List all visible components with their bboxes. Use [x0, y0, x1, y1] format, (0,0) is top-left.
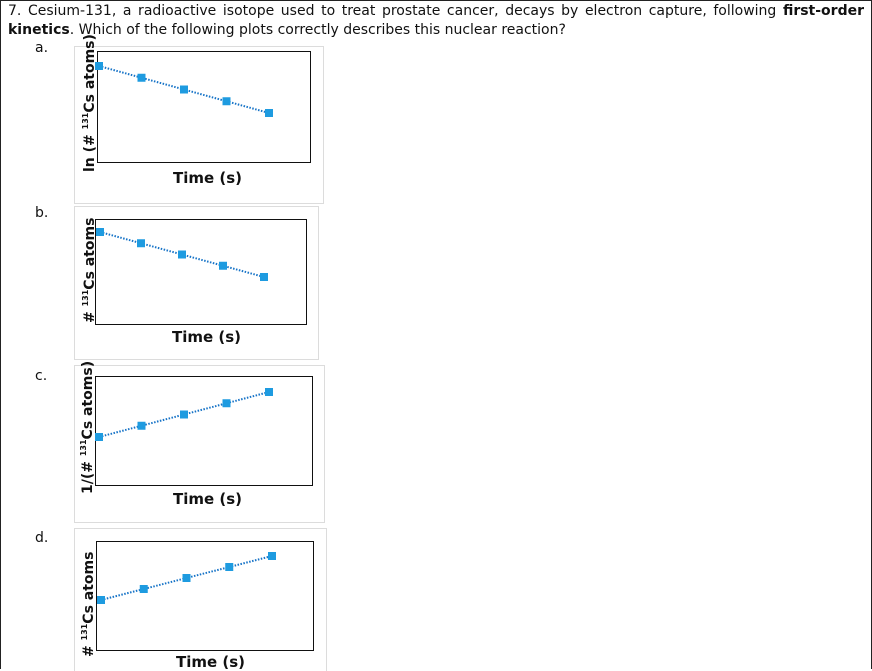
data-point-3 [180, 410, 188, 419]
data-point-5 [260, 273, 268, 281]
question-text: 7. Cesium-131, a radioactive isotope use… [8, 2, 864, 40]
data-point-2 [137, 73, 146, 82]
option-a-data-series [95, 62, 273, 117]
option-d-plot-area [96, 541, 314, 651]
option-c-graph[interactable]: 1/(# 131Cs atoms) Time (s) [74, 361, 325, 523]
data-point-2 [137, 239, 145, 248]
data-point-4 [219, 261, 227, 270]
data-point-5 [268, 552, 276, 560]
question-suffix: . Which of the following plots correctly… [69, 22, 566, 38]
option-b-data-series [96, 228, 268, 281]
option-b-x-axis-label: Time (s) [172, 328, 242, 346]
data-point-2 [137, 421, 146, 430]
data-point-2 [139, 585, 148, 593]
option-b-plot-area [95, 219, 307, 325]
option-a-x-axis-label: Time (s) [173, 169, 243, 187]
data-point-3 [178, 250, 186, 259]
data-point-1 [97, 596, 105, 604]
option-b-letter[interactable]: b. [35, 205, 49, 221]
data-point-5 [265, 388, 273, 396]
option-a-graph[interactable]: ln (# 131Cs atoms) Time (s) [74, 34, 324, 204]
option-a-letter[interactable]: a. [35, 40, 49, 56]
option-a-plot-area [97, 51, 311, 163]
data-point-1 [95, 433, 103, 441]
data-point-4 [225, 563, 234, 571]
question-bold-term: first-order kinetics [8, 3, 864, 38]
option-b-graph[interactable]: # 131Cs atoms Time (s) [74, 206, 319, 360]
option-d-letter[interactable]: d. [35, 530, 49, 546]
data-point-1 [95, 62, 103, 70]
question-prefix: 7. Cesium-131, a radioactive isotope use… [8, 3, 783, 19]
data-point-3 [182, 574, 191, 582]
option-d-x-axis-label: Time (s) [176, 653, 246, 671]
data-point-4 [222, 399, 231, 408]
data-point-1 [96, 228, 104, 236]
option-c-data-series [95, 388, 273, 441]
option-d-graph[interactable]: # 131Cs atoms Time (s) [74, 528, 327, 671]
option-c-plot-area [95, 376, 313, 486]
option-c-x-axis-label: Time (s) [173, 490, 243, 508]
option-c-letter[interactable]: c. [35, 368, 48, 384]
data-point-3 [180, 85, 188, 94]
data-point-4 [222, 97, 231, 106]
option-d-data-series [97, 552, 276, 604]
data-point-5 [265, 109, 273, 117]
